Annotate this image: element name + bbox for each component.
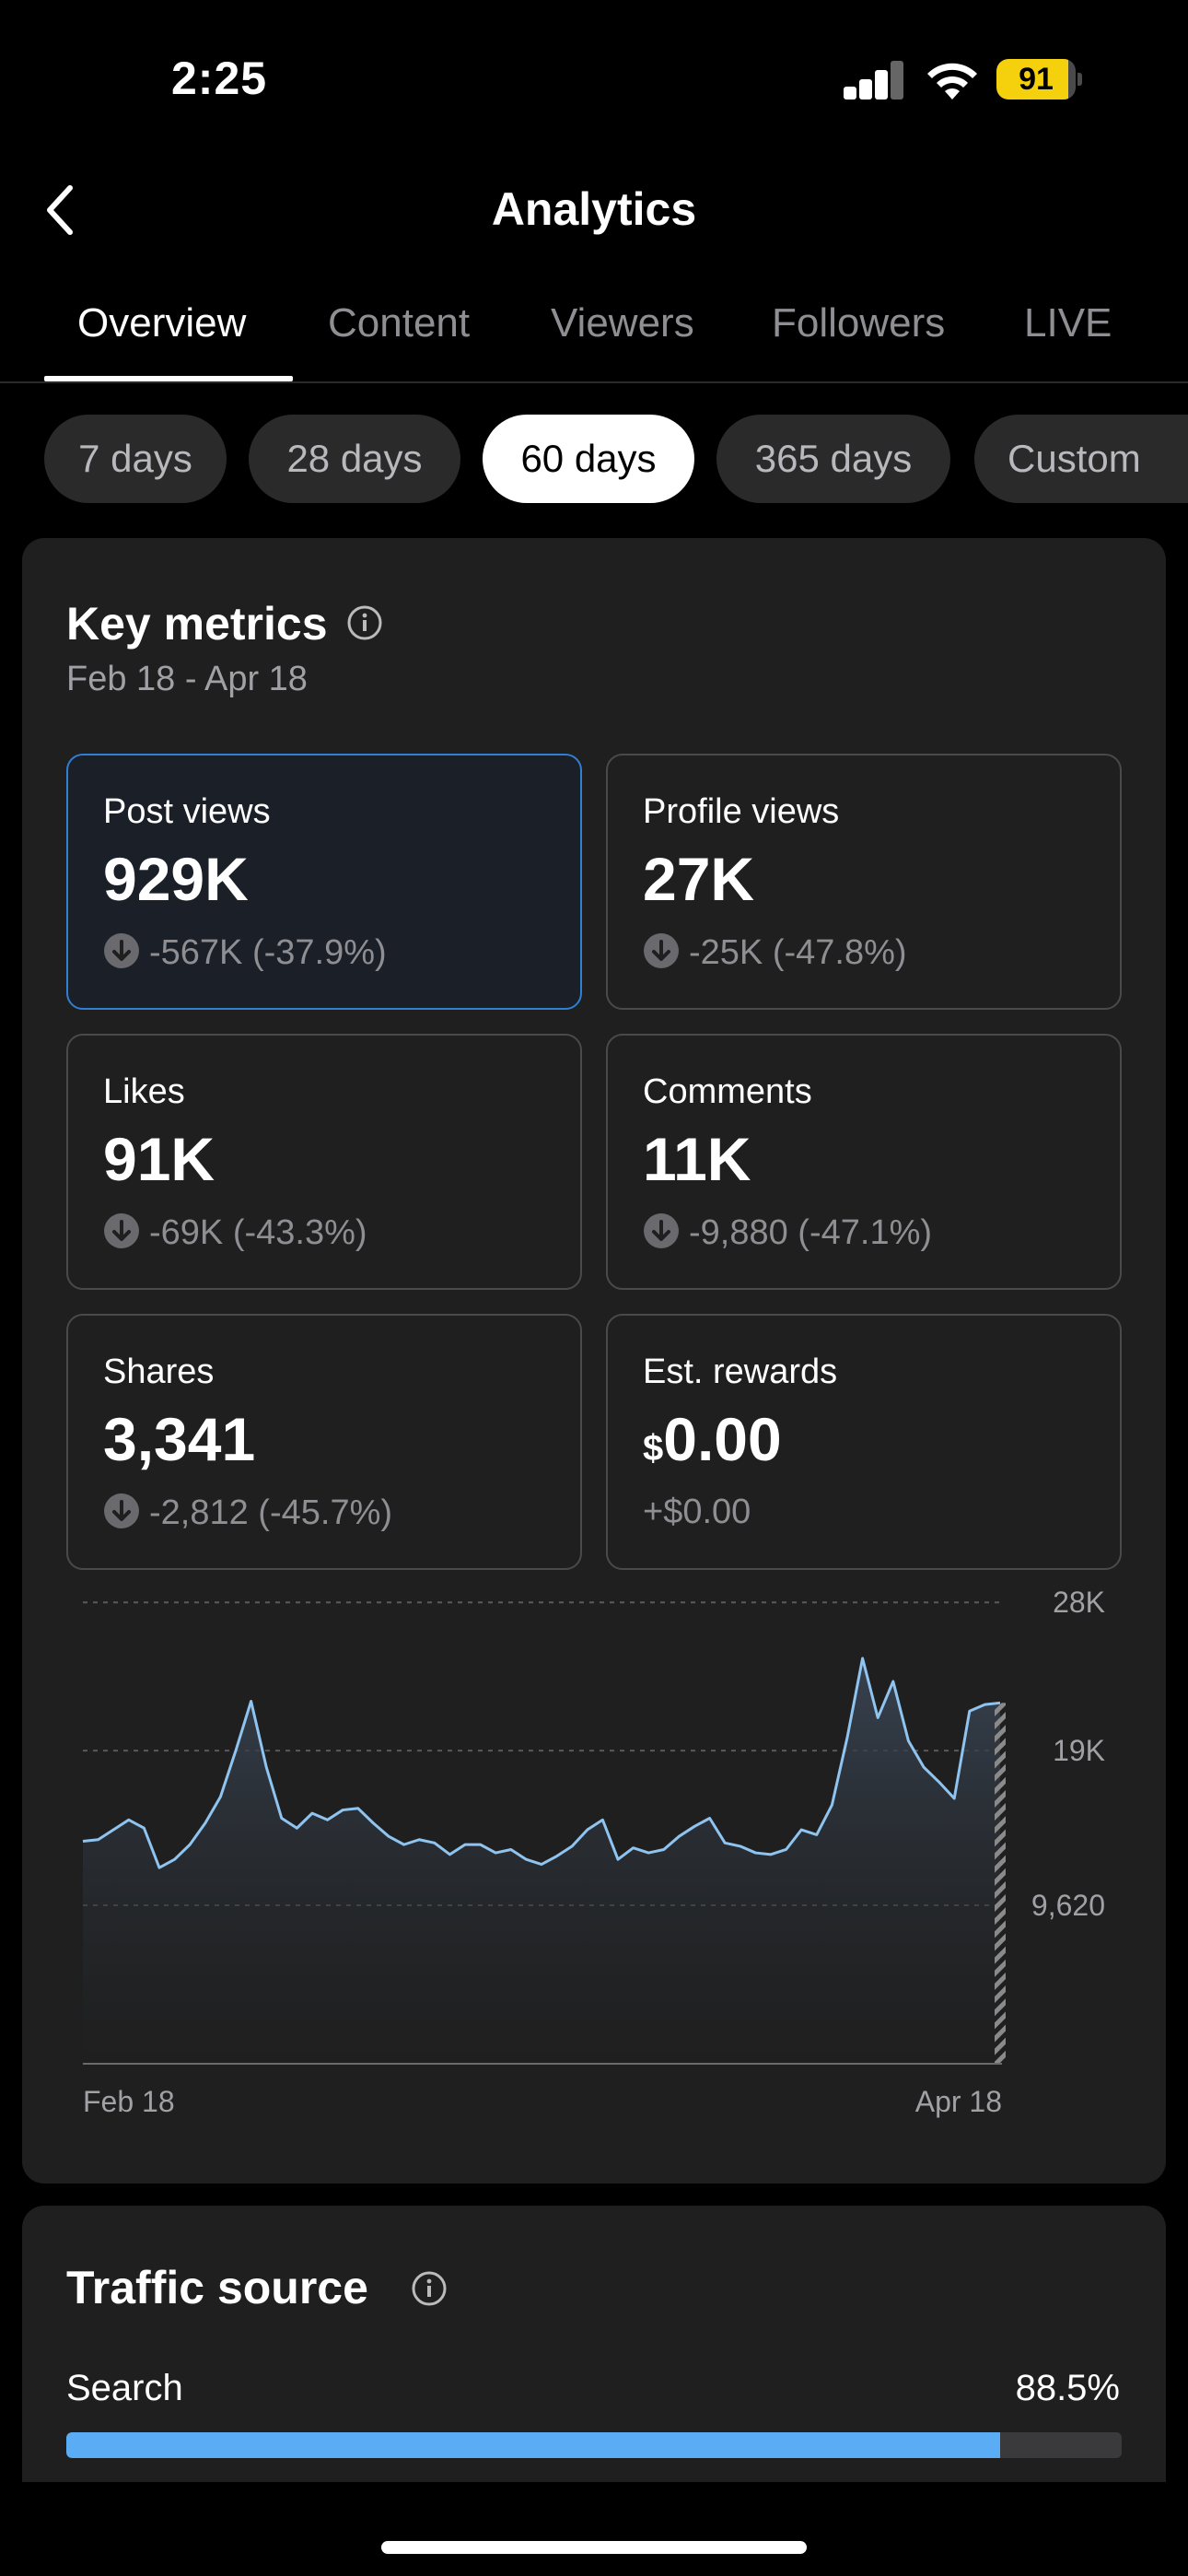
metric-shares[interactable]: Shares 3,341 -2,812 (-45.7%)	[66, 1314, 582, 1570]
status-bar: 2:25 91	[0, 0, 1188, 147]
metric-change: -567K (-37.9%)	[149, 933, 387, 972]
back-chevron-icon[interactable]	[39, 181, 83, 240]
metric-value-number: 0.00	[663, 1405, 782, 1473]
traffic-source-label: Search	[66, 2368, 183, 2408]
tab-viewers[interactable]: Viewers	[551, 300, 694, 345]
tab-followers[interactable]: Followers	[772, 300, 946, 345]
metric-change: -69K (-43.3%)	[149, 1213, 367, 1252]
metric-value: 91K	[103, 1125, 215, 1193]
tab-live[interactable]: LIVE	[1024, 300, 1112, 345]
metric-label: Profile views	[643, 792, 840, 831]
metric-comments[interactable]: Comments 11K -9,880 (-47.1%)	[606, 1034, 1122, 1290]
range-7-days[interactable]: 7 days	[44, 415, 227, 503]
range-365-days[interactable]: 365 days	[716, 415, 950, 503]
traffic-source-percent: 88.5%	[1015, 2368, 1120, 2408]
active-tab-indicator	[44, 376, 293, 381]
metric-value: 929K	[103, 845, 249, 913]
battery-icon: 91	[996, 59, 1082, 100]
metric-label: Post views	[103, 792, 271, 831]
status-time: 2:25	[171, 53, 268, 104]
analytics-tabs: Overview Content Viewers Followers LIVE	[0, 295, 1188, 383]
info-icon[interactable]	[411, 2270, 448, 2307]
metric-value: 3,341	[103, 1405, 256, 1473]
metric-profile-views[interactable]: Profile views 27K -25K (-47.8%)	[606, 754, 1122, 1010]
partial-data-hatch	[995, 1703, 1006, 2064]
wifi-icon	[927, 63, 977, 100]
key-metrics-title: Key metrics	[66, 598, 328, 650]
y-tick-label: 19K	[1053, 1734, 1105, 1767]
metric-label: Likes	[103, 1072, 185, 1111]
traffic-source-bar-fill	[66, 2432, 1001, 2458]
info-icon[interactable]	[346, 604, 383, 641]
range-custom[interactable]: Custom	[974, 415, 1188, 503]
x-tick-label-start: Feb 18	[83, 2085, 175, 2118]
series-line	[82, 1657, 1001, 1869]
arrow-down-circle-icon	[104, 1213, 139, 1248]
metric-post-views[interactable]: Post views 929K -567K (-37.9%)	[66, 754, 582, 1010]
metric-change: -25K (-47.8%)	[689, 933, 907, 972]
cellular-signal-icon	[844, 61, 904, 100]
arrow-down-circle-icon	[644, 1213, 679, 1248]
metric-est-rewards[interactable]: Est. rewards $0.00 +$0.00	[606, 1314, 1122, 1570]
currency-symbol: $	[643, 1428, 664, 1469]
metric-label: Est. rewards	[643, 1352, 838, 1391]
post-views-chart: 9,620 19K 28K Feb 18 Apr 18	[82, 1588, 1105, 2118]
metric-value: $0.00	[643, 1404, 782, 1474]
tab-overview[interactable]: Overview	[77, 300, 247, 345]
y-tick-label: 28K	[1053, 1588, 1105, 1619]
traffic-source-title: Traffic source	[66, 2262, 368, 2313]
page-title: Analytics	[491, 183, 697, 235]
metric-change: +$0.00	[643, 1493, 751, 1531]
arrow-down-circle-icon	[104, 933, 139, 968]
metric-label: Comments	[643, 1072, 812, 1111]
battery-level: 91	[1019, 62, 1054, 97]
metric-likes[interactable]: Likes 91K -69K (-43.3%)	[66, 1034, 582, 1290]
date-range-selector: 7 days 28 days 60 days 365 days Custom	[0, 415, 1188, 507]
metric-value: 27K	[643, 845, 755, 913]
range-60-days[interactable]: 60 days	[483, 415, 694, 503]
metric-label: Shares	[103, 1352, 215, 1391]
bottom-safe-area	[0, 2482, 1188, 2576]
arrow-down-circle-icon	[644, 933, 679, 968]
area-fill	[83, 1658, 1000, 2064]
arrow-down-circle-icon	[104, 1493, 139, 1528]
metric-value: 11K	[643, 1125, 751, 1193]
tab-content[interactable]: Content	[328, 300, 471, 345]
y-tick-label: 9,620	[1031, 1889, 1105, 1922]
traffic-source-bar	[66, 2432, 1122, 2458]
x-tick-label-end: Apr 18	[915, 2085, 1002, 2118]
date-range-label: Feb 18 - Apr 18	[66, 660, 308, 698]
metric-change: -2,812 (-45.7%)	[149, 1493, 393, 1532]
home-indicator[interactable]	[381, 2541, 807, 2554]
range-28-days[interactable]: 28 days	[249, 415, 460, 503]
metric-change: -9,880 (-47.1%)	[689, 1213, 933, 1252]
key-metrics-card: Key metrics Feb 18 - Apr 18 Post views 9…	[22, 538, 1166, 2184]
